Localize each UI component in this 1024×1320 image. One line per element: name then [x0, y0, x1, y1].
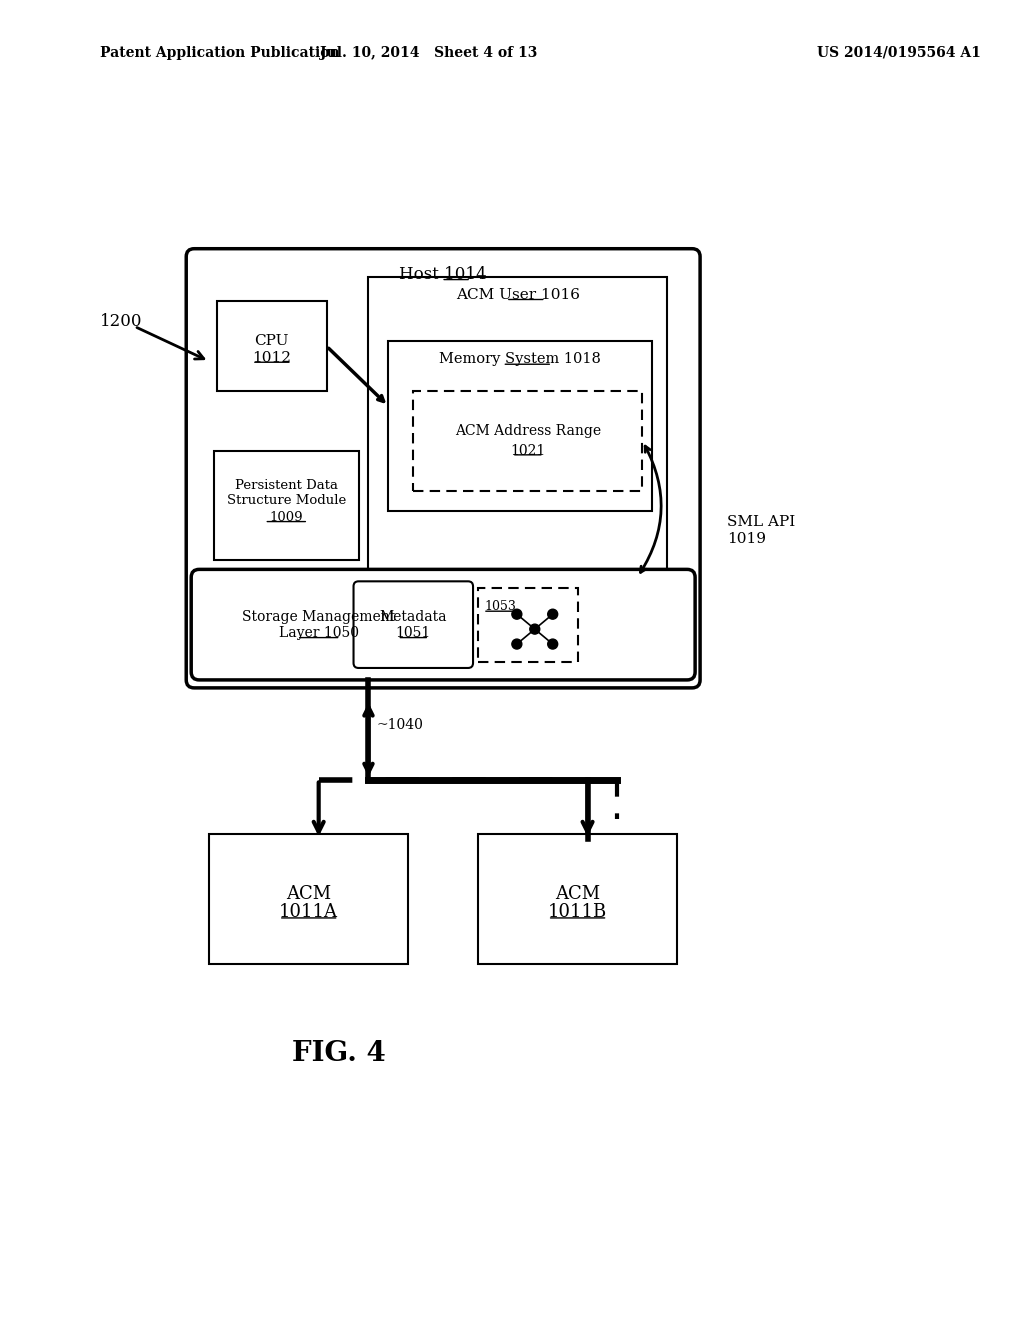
Circle shape — [512, 610, 522, 619]
Text: 1012: 1012 — [252, 351, 292, 366]
Text: ACM: ACM — [286, 884, 332, 903]
Text: ACM User 1016: ACM User 1016 — [456, 288, 580, 301]
Text: ~1040: ~1040 — [377, 718, 423, 731]
Text: Patent Application Publication: Patent Application Publication — [99, 45, 339, 59]
Text: Host 1014: Host 1014 — [399, 267, 487, 282]
Circle shape — [548, 610, 558, 619]
Bar — [369, 277, 668, 576]
Bar — [414, 391, 642, 491]
FancyBboxPatch shape — [353, 581, 473, 668]
Text: ACM: ACM — [555, 884, 600, 903]
Circle shape — [548, 639, 558, 649]
Text: Jul. 10, 2014   Sheet 4 of 13: Jul. 10, 2014 Sheet 4 of 13 — [319, 45, 537, 59]
Text: Metadata: Metadata — [380, 610, 447, 623]
Bar — [478, 834, 677, 964]
Text: Storage Management: Storage Management — [242, 610, 395, 623]
Text: CPU: CPU — [255, 334, 289, 348]
Text: 1011B: 1011B — [548, 903, 607, 921]
Bar — [214, 451, 358, 561]
Text: 1051: 1051 — [395, 626, 431, 640]
Text: 1009: 1009 — [269, 511, 303, 524]
Circle shape — [512, 639, 522, 649]
Text: US 2014/0195564 A1: US 2014/0195564 A1 — [816, 45, 981, 59]
Text: Layer 1050: Layer 1050 — [279, 626, 358, 640]
Circle shape — [529, 624, 540, 634]
Text: 1021: 1021 — [510, 444, 546, 458]
Text: Persistent Data: Persistent Data — [234, 479, 338, 492]
FancyBboxPatch shape — [186, 248, 700, 688]
Bar — [209, 834, 409, 964]
Text: 1011A: 1011A — [280, 903, 338, 921]
Bar — [478, 589, 578, 663]
Text: ACM Address Range: ACM Address Range — [455, 424, 601, 438]
Text: 1053: 1053 — [484, 599, 516, 612]
Text: SML API
1019: SML API 1019 — [727, 515, 796, 545]
Text: FIG. 4: FIG. 4 — [292, 1040, 385, 1067]
Text: 1200: 1200 — [99, 313, 142, 330]
Bar — [388, 342, 652, 511]
FancyBboxPatch shape — [191, 569, 695, 680]
Text: Structure Module: Structure Module — [226, 494, 346, 507]
Bar — [217, 301, 327, 391]
Text: Memory System 1018: Memory System 1018 — [439, 352, 601, 366]
